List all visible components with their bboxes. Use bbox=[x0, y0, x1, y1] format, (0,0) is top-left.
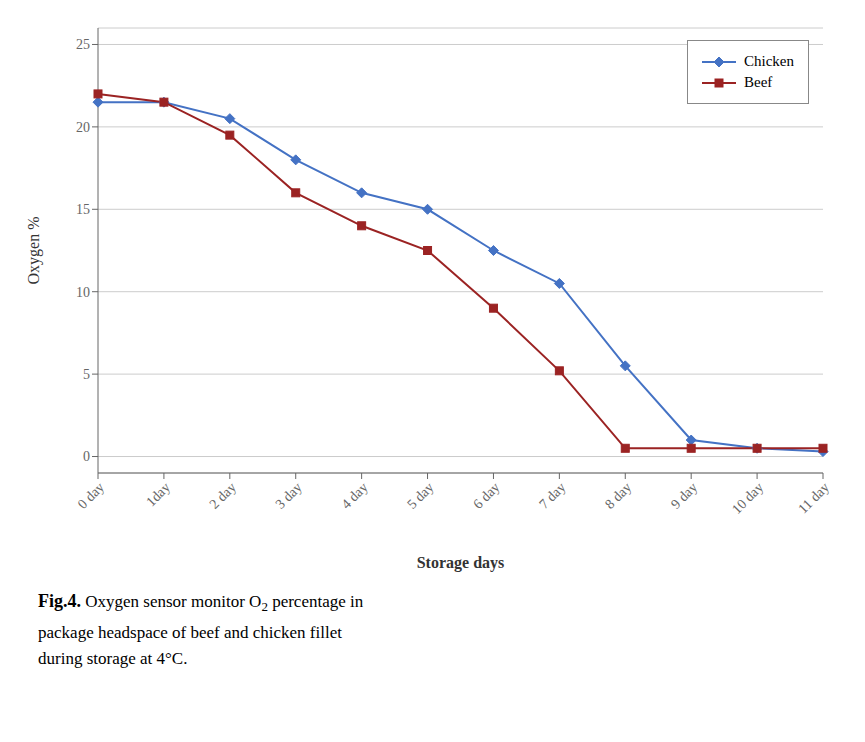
svg-text:11 day: 11 day bbox=[795, 480, 832, 517]
svg-text:25: 25 bbox=[76, 37, 90, 52]
svg-text:Oxygen %: Oxygen % bbox=[25, 217, 43, 285]
svg-text:4 day: 4 day bbox=[338, 480, 370, 512]
svg-text:0: 0 bbox=[83, 449, 90, 464]
svg-text:10: 10 bbox=[76, 285, 90, 300]
svg-text:9 day: 9 day bbox=[668, 480, 700, 512]
svg-text:15: 15 bbox=[76, 202, 90, 217]
svg-text:5: 5 bbox=[83, 367, 90, 382]
html-text:Fig.4. Oxygen sensor monitor O: Fig.4. Oxygen sensor monitor O2percentag… bbox=[38, 591, 364, 615]
svg-text:8 day: 8 day bbox=[602, 480, 634, 512]
svg-text:Storage days: Storage days bbox=[417, 554, 505, 572]
svg-text:1day: 1day bbox=[143, 480, 173, 510]
html-text:package headspace of beef and: package headspace of beef and chicken fi… bbox=[38, 623, 342, 643]
svg-text:2 day: 2 day bbox=[207, 480, 239, 512]
svg-text:6 day: 6 day bbox=[470, 480, 502, 512]
svg-text:0 day: 0 day bbox=[75, 480, 107, 512]
svg-text:5 day: 5 day bbox=[404, 480, 436, 512]
svg-text:7 day: 7 day bbox=[536, 480, 568, 512]
svg-text:10 day: 10 day bbox=[729, 480, 766, 517]
html-text:Beef: Beef bbox=[744, 74, 773, 90]
svg-text:20: 20 bbox=[76, 120, 90, 135]
html-text:during storage at 4°C.: during storage at 4°C. bbox=[38, 649, 188, 669]
html-text:Chicken: Chicken bbox=[744, 53, 794, 69]
svg-text:3 day: 3 day bbox=[273, 480, 305, 512]
